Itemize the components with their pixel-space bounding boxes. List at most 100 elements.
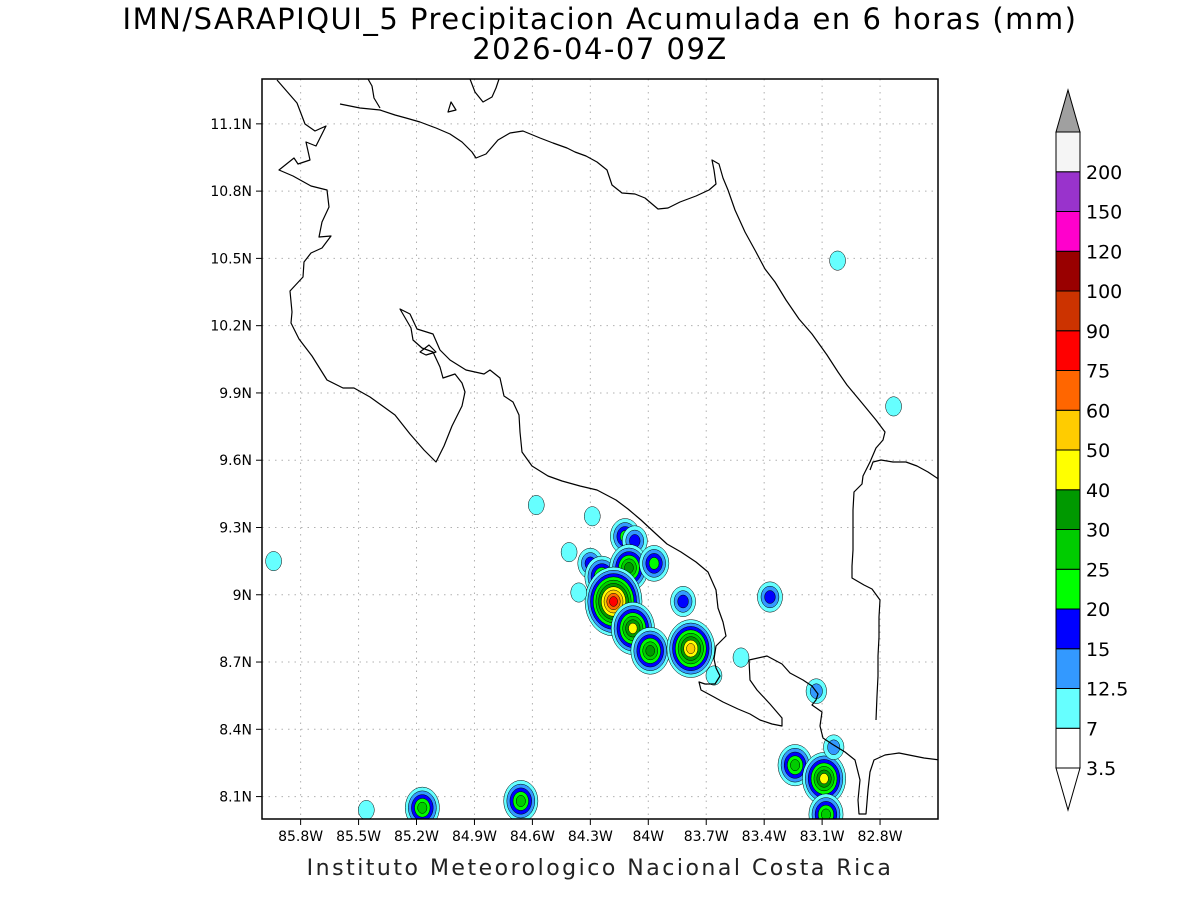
precip-contour <box>829 250 846 271</box>
precip-cell <box>757 581 783 613</box>
precip-cell <box>732 647 750 668</box>
colorbar-label: 120 <box>1086 241 1122 263</box>
precip-cell <box>666 619 715 678</box>
lon-tick-label: 84.3W <box>568 829 613 845</box>
precipitation-field <box>265 250 902 819</box>
precip-contour <box>628 622 638 634</box>
lon-tick-label: 83.4W <box>742 829 787 845</box>
precip-contour <box>821 808 831 819</box>
precip-contour <box>528 495 545 515</box>
plot-background <box>262 79 938 819</box>
lon-tick-label: 84W <box>632 829 664 845</box>
lat-tick-label: 9N <box>233 588 252 604</box>
precip-contour <box>732 647 750 668</box>
colorbar-swatch <box>1055 250 1081 292</box>
precip-cell <box>777 744 813 787</box>
lon-tick-label: 85.2W <box>394 829 439 845</box>
precip-cell <box>404 786 440 819</box>
lat-tick-label: 10.5N <box>210 251 252 267</box>
precip-contour <box>265 551 282 572</box>
colorbar-label: 90 <box>1086 321 1110 343</box>
lat-tick-label: 11.1N <box>210 117 252 133</box>
colorbar-swatch <box>1055 171 1081 212</box>
precip-cell <box>265 551 282 572</box>
map-subtitle: 2026-04-07 09Z <box>472 32 728 66</box>
precip-contour <box>790 759 800 772</box>
precip-contour <box>417 801 428 814</box>
colorbar-swatch <box>1055 529 1081 570</box>
map-title: IMN/SARAPIQUI_5 Precipitacion Acumulada … <box>122 2 1078 36</box>
lon-tick-label: 83.1W <box>800 829 845 845</box>
precip-cell <box>630 627 670 675</box>
colorbar-swatch <box>1055 211 1081 252</box>
precip-contour <box>686 643 696 654</box>
colorbar: 3.5 7 12.5 15 20 25 30 40 50 60 75 90 100 120 150 200 <box>1055 88 1128 812</box>
precip-cell <box>829 250 846 271</box>
lon-tick-label: 85.5W <box>336 829 381 845</box>
precip-cell <box>570 582 587 603</box>
colorbar-swatch <box>1055 330 1081 371</box>
precip-cell <box>528 495 545 515</box>
axis-labels: 85.8W 85.5W 85.2W 84.9W 84.6W 84.3W 84W 83.7W 83… <box>210 117 902 845</box>
precip-cell <box>823 734 845 760</box>
coastline-main <box>276 79 938 815</box>
precip-cell <box>358 800 375 819</box>
precip-cell <box>808 793 844 819</box>
lon-tick-label: 82.8W <box>858 829 903 845</box>
colorbar-swatch <box>1055 648 1081 689</box>
precip-cell <box>885 396 902 417</box>
precip-contour <box>560 542 578 563</box>
lat-tick-label: 10.2N <box>210 319 252 335</box>
colorbar-label: 100 <box>1086 281 1122 303</box>
colorbar-swatch <box>1055 370 1081 411</box>
island-gulf <box>419 344 437 356</box>
colorbar-swatch <box>1055 290 1081 332</box>
lat-tick-label: 10.8N <box>210 184 252 200</box>
coastline-panama <box>869 459 938 480</box>
colorbar-label: 30 <box>1086 520 1110 542</box>
precip-cell <box>670 586 696 617</box>
colorbar-swatch <box>1055 608 1081 650</box>
colorbar-label: 60 <box>1086 400 1110 422</box>
precip-contour <box>648 557 660 570</box>
precip-contour <box>570 582 587 603</box>
colorbar-label: 20 <box>1086 599 1110 621</box>
colorbar-swatch <box>1055 727 1081 769</box>
colorbar-swatch <box>1055 489 1081 530</box>
colorbar-label: 15 <box>1086 639 1110 661</box>
precip-contour <box>885 396 902 417</box>
island-lake <box>447 101 457 113</box>
colorbar-swatch <box>1055 568 1081 610</box>
colorbar-over-triangle <box>1055 88 1081 133</box>
colorbar-label: 75 <box>1086 361 1110 383</box>
precip-contour <box>764 590 776 604</box>
colorbar-label: 50 <box>1086 440 1110 462</box>
colorbar-under-triangle <box>1055 767 1081 812</box>
precip-contour <box>819 773 829 785</box>
colorbar-label: 12.5 <box>1086 679 1128 701</box>
coastline-nicaragua <box>339 103 886 721</box>
lon-tick-label: 84.9W <box>452 829 497 845</box>
precip-cell <box>584 506 601 527</box>
lat-tick-label: 9.3N <box>219 520 252 536</box>
precip-contour <box>515 795 526 807</box>
colorbar-swatch <box>1055 449 1081 491</box>
plot-frame <box>261 78 939 820</box>
coastline <box>276 79 938 815</box>
coastline-ne-bay <box>469 79 500 103</box>
precip-cell <box>802 752 846 806</box>
precip-contour <box>358 800 375 819</box>
precip-cell <box>560 542 578 563</box>
colorbar-label: 7 <box>1086 718 1098 740</box>
colorbar-label: 200 <box>1086 162 1122 184</box>
precip-cell <box>503 780 539 819</box>
footer-credit: Instituto Meteorologico Nacional Costa R… <box>306 856 894 881</box>
lat-tick-label: 8.7N <box>219 655 252 671</box>
lat-tick-label: 9.9N <box>219 386 252 402</box>
lat-tick-label: 8.4N <box>219 722 252 738</box>
colorbar-swatch <box>1055 131 1081 173</box>
lon-tick-label: 83.7W <box>684 829 729 845</box>
lat-tick-label: 8.1N <box>219 790 252 806</box>
precip-contour <box>609 596 618 607</box>
